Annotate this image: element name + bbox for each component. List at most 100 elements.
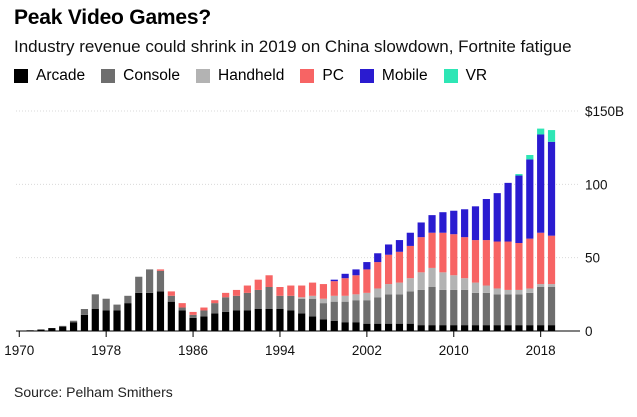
bar-arcade-1989 [222, 311, 230, 331]
bar-arcade-1993 [265, 309, 273, 331]
bar-console-2004 [384, 294, 393, 324]
bar-pc-1994 [276, 287, 284, 296]
legend-swatch-pc [300, 69, 315, 83]
bar-mobile-2004 [384, 244, 393, 255]
bar-handheld-2009 [439, 272, 447, 290]
bar-arcade-2019 [547, 325, 556, 331]
bar-mobile-2001 [352, 269, 360, 276]
bar-pc-2015 [504, 241, 512, 290]
bar-console-1986 [189, 314, 197, 318]
bar-pc-2010 [450, 234, 458, 276]
bar-arcade-2018 [537, 325, 545, 331]
legend-label-handheld: Handheld [218, 67, 285, 84]
bar-pc-1996 [298, 285, 306, 298]
bar-arcade-2006 [406, 323, 414, 331]
x-tick-label-2018: 2018 [526, 343, 556, 358]
legend-item-vr: VR [443, 67, 487, 85]
bar-arcade-1982 [146, 292, 154, 331]
bar-handheld-2016 [515, 289, 523, 295]
bar-handheld-2017 [526, 288, 534, 293]
bar-arcade-2000 [341, 322, 349, 331]
bar-console-2001 [352, 300, 360, 323]
y-tick-label-0: 0 [585, 324, 593, 339]
bar-mobile-2011 [461, 209, 469, 238]
legend-swatch-console [101, 69, 116, 83]
bar-console-2007 [417, 289, 425, 326]
legend-swatch-handheld [196, 69, 210, 83]
bar-console-1982 [146, 269, 154, 293]
legend-swatch-vr [443, 69, 458, 83]
bar-arcade-1976 [80, 314, 89, 331]
bar-mobile-2014 [493, 193, 501, 242]
bar-handheld-2010 [450, 275, 458, 290]
bar-arcade-2008 [428, 325, 436, 331]
bar-console-1988 [211, 303, 219, 314]
bar-arcade-1981 [135, 292, 143, 331]
bar-arcade-1990 [232, 310, 241, 331]
legend-label-arcade: Arcade [36, 67, 86, 84]
bar-mobile-2019 [547, 141, 556, 236]
legend-label-mobile: Mobile [381, 67, 428, 84]
bar-mobile-2012 [471, 206, 480, 241]
bar-pc-2007 [417, 237, 425, 273]
bar-mobile-2009 [439, 212, 447, 233]
bar-console-2008 [428, 287, 436, 326]
bar-pc-2009 [439, 232, 447, 273]
x-tick-label-2002: 2002 [352, 343, 382, 358]
bar-pc-2004 [384, 254, 393, 285]
bar-handheld-2008 [428, 267, 436, 287]
bar-pc-1986 [189, 311, 197, 315]
bar-arcade-2004 [384, 323, 393, 331]
bar-mobile-2017 [526, 159, 534, 239]
bar-vr-2018 [537, 128, 545, 135]
bar-arcade-1985 [178, 310, 186, 331]
legend-item-arcade: Arcade [14, 67, 85, 85]
bar-handheld-2001 [352, 294, 360, 301]
bar-console-1998 [319, 303, 328, 320]
y-tick-label-150: $150B [585, 104, 624, 119]
bar-console-2011 [461, 289, 469, 326]
x-tick-label-2010: 2010 [439, 343, 469, 358]
bar-pc-1983 [156, 269, 165, 271]
bar-pc-2005 [395, 251, 404, 283]
bar-console-2005 [395, 294, 404, 324]
bar-mobile-1999 [330, 279, 338, 282]
y-tick-label-50: 50 [585, 251, 600, 266]
bar-console-2002 [363, 300, 371, 324]
bar-pc-1988 [211, 300, 219, 304]
bar-pc-2006 [406, 245, 414, 279]
bar-pc-1990 [232, 289, 241, 296]
bar-vr-2019 [547, 130, 556, 142]
bar-console-1990 [232, 295, 241, 311]
bar-handheld-2019 [547, 284, 556, 287]
bar-console-1991 [243, 292, 251, 311]
bar-arcade-1972 [37, 329, 45, 331]
bar-arcade-2015 [504, 325, 512, 331]
bar-mobile-2007 [417, 222, 425, 238]
legend-item-console: Console [101, 67, 180, 85]
bar-console-1993 [265, 287, 273, 309]
legend: Arcade Console Handheld PC Mobile VR [14, 67, 503, 85]
x-tick-label-1994: 1994 [265, 343, 296, 358]
bar-console-2015 [504, 294, 512, 326]
bar-arcade-1983 [156, 291, 165, 331]
bar-handheld-2013 [482, 285, 490, 293]
legend-swatch-mobile [359, 69, 374, 83]
x-tick-label-1978: 1978 [91, 343, 121, 358]
bar-console-1981 [135, 276, 143, 293]
bar-handheld-2006 [406, 278, 414, 292]
bar-handheld-2012 [471, 282, 480, 293]
bar-mobile-2003 [374, 253, 382, 263]
bar-console-2018 [537, 287, 545, 326]
bar-console-1984 [167, 295, 175, 302]
bar-mobile-2013 [482, 199, 490, 241]
bar-pc-1993 [265, 275, 273, 287]
bar-pc-2019 [547, 235, 556, 285]
bar-pc-2011 [461, 237, 469, 279]
bar-arcade-1996 [298, 313, 306, 331]
bar-pc-2008 [428, 232, 436, 268]
bar-vr-2017 [526, 155, 534, 160]
bar-console-2000 [341, 301, 349, 323]
x-tick-label-1986: 1986 [178, 343, 208, 358]
bar-handheld-2015 [504, 289, 512, 295]
